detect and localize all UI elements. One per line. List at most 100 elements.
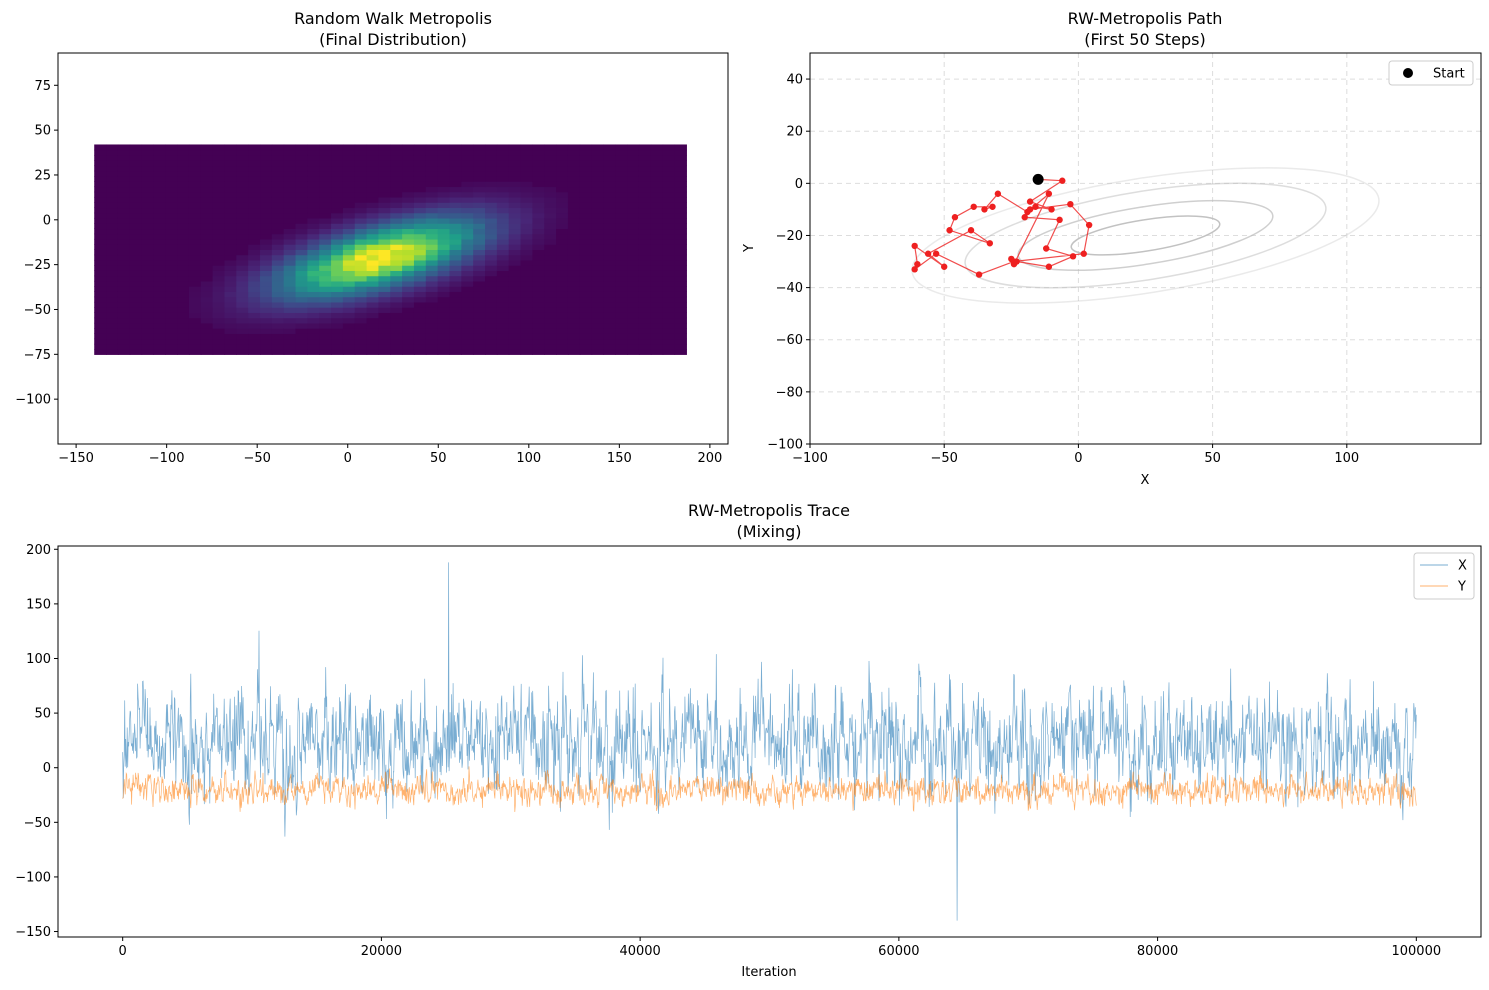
heatmap-cell [437, 186, 451, 193]
heatmap-cell [485, 217, 498, 224]
heatmap-cell [129, 238, 143, 245]
heatmap-cell [638, 265, 652, 271]
heatmap-cell [319, 244, 332, 251]
heatmap-cell [342, 259, 356, 266]
heatmap-cell [390, 223, 403, 230]
heatmap-cell [342, 170, 356, 177]
heatmap-cell [271, 144, 285, 151]
heatmap-cell [556, 228, 569, 235]
heatmap-cell [579, 270, 593, 277]
heatmap-cell [508, 238, 522, 245]
heatmap-cell [188, 238, 202, 245]
heatmap-cell [319, 307, 332, 313]
heatmap-cell [496, 265, 510, 271]
heatmap-cell [615, 244, 628, 251]
heatmap-cell [425, 238, 439, 245]
heatmap-cell [153, 175, 166, 182]
heatmap-cell [520, 275, 533, 282]
heatmap-cell [260, 343, 273, 350]
heatmap-cell [106, 175, 119, 182]
heatmap-cell [129, 307, 143, 313]
heatmap-cell [94, 291, 107, 298]
y-tick-label: −50 [24, 816, 51, 831]
heatmap-cell [354, 291, 368, 298]
heatmap-cell [200, 291, 214, 298]
heatmap-cell [188, 270, 202, 277]
heatmap-cell [567, 259, 581, 266]
heatmap-cell [520, 259, 533, 266]
heatmap-cell [485, 165, 498, 172]
heatmap-cell [449, 181, 462, 188]
heatmap-cell [496, 149, 510, 156]
heatmap-cell [390, 301, 403, 308]
heatmap-cell [366, 170, 380, 177]
heatmap-cell [165, 181, 178, 188]
heatmap-cell [390, 191, 403, 198]
heatmap-cell [615, 196, 628, 203]
heatmap-cell [615, 212, 628, 219]
heatmap-cell [260, 249, 273, 256]
heatmap-cell [342, 181, 356, 188]
heatmap-cell [627, 191, 640, 198]
path-point [986, 240, 994, 247]
heatmap-cell [354, 196, 368, 203]
heatmap-cell [556, 322, 569, 329]
heatmap-cell [331, 181, 344, 188]
heatmap-cell [319, 160, 332, 167]
heatmap-cell [390, 175, 403, 182]
heatmap-cell [177, 144, 190, 151]
heatmap-cell [342, 291, 356, 298]
heatmap-cell [603, 343, 616, 350]
heatmap-cell [319, 286, 332, 292]
heatmap-cell [94, 228, 107, 235]
heatmap-cell [461, 196, 474, 203]
heatmap-cell [295, 254, 308, 261]
heatmap-cell [177, 307, 190, 313]
heatmap-cell [354, 307, 368, 313]
heatmap-cell [129, 259, 143, 266]
heatmap-cell [603, 160, 616, 167]
heatmap-cell [212, 233, 226, 240]
heatmap-cell [331, 212, 344, 219]
heatmap-cell [94, 217, 107, 224]
heatmap-cell [153, 233, 166, 240]
path-steps [911, 173, 1093, 278]
heatmap-cell [461, 181, 474, 188]
heatmap-cell [627, 154, 640, 161]
heatmap-cell [603, 149, 616, 156]
heatmap-cell [153, 275, 166, 282]
heatmap-cell [402, 259, 415, 266]
path-point [989, 203, 996, 210]
heatmap-cell [496, 186, 510, 193]
heatmap-cell [94, 149, 107, 156]
heatmap-cell [188, 312, 202, 319]
heatmap-cell [224, 307, 237, 313]
heatmap-cell [295, 144, 308, 151]
heatmap-cell [295, 160, 308, 167]
heatmap-cell [378, 149, 391, 156]
heatmap-cell [650, 223, 664, 230]
heatmap-cell [248, 207, 261, 214]
path-point [932, 250, 940, 257]
heatmap-cell [496, 228, 510, 235]
heatmap-cell [556, 333, 569, 340]
path-point [1045, 190, 1053, 197]
heatmap-cell [390, 333, 403, 340]
heatmap-cell [567, 333, 581, 340]
heatmap-cell [271, 191, 285, 198]
heatmap-cell [627, 207, 640, 214]
heatmap-cell [271, 275, 285, 282]
heatmap-cell [662, 322, 676, 329]
heatmap-cell [461, 307, 474, 313]
heatmap-cell [425, 270, 439, 277]
heatmap-cell [627, 149, 640, 156]
heatmap-cell [508, 186, 522, 193]
heatmap-cell [319, 275, 332, 282]
heatmap-cell [461, 175, 474, 182]
heatmap-cell [461, 265, 474, 271]
heatmap-cell [295, 196, 308, 203]
heatmap-cell [295, 286, 308, 292]
heatmap-cell [378, 322, 391, 329]
heatmap-cell [331, 186, 344, 193]
heatmap-cell [674, 265, 687, 271]
